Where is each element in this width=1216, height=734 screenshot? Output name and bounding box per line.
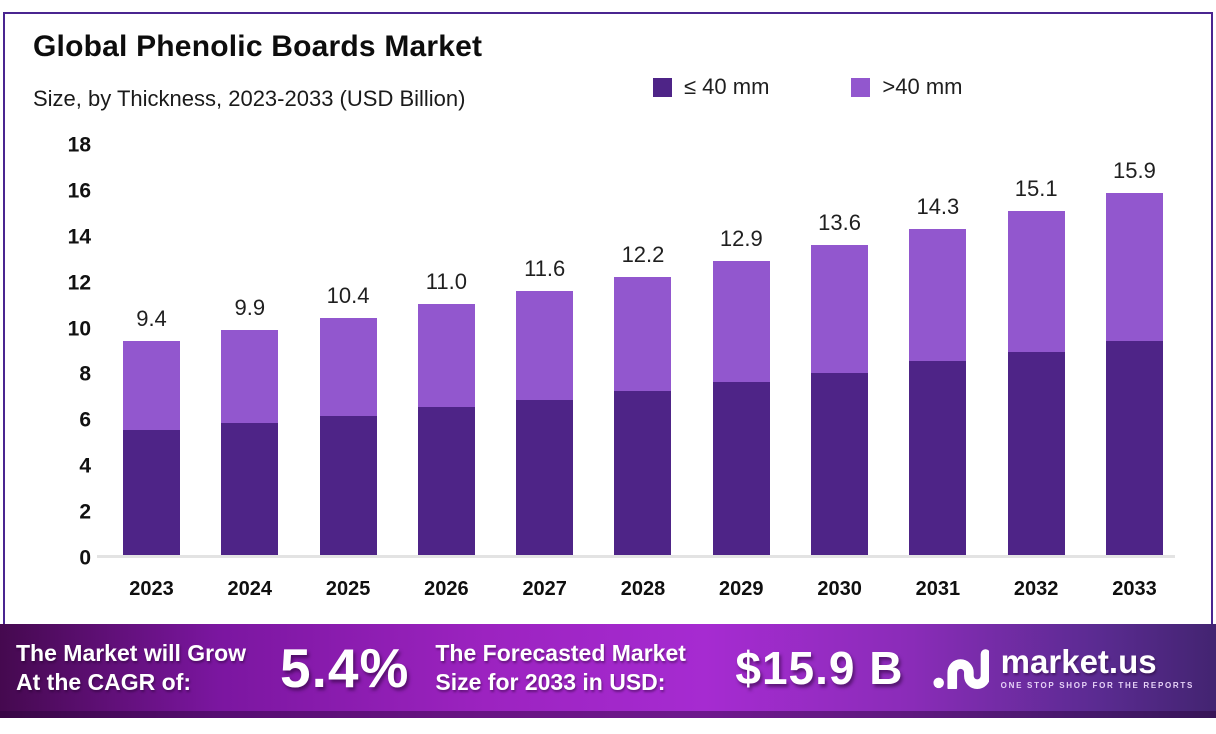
cagr-label: The Market will Grow At the CAGR of: xyxy=(16,639,280,695)
forecast-label-line1: The Forecasted Market xyxy=(435,640,686,667)
bar-segment-gt40mm xyxy=(1007,211,1065,353)
y-axis-tick-label: 4 xyxy=(79,454,91,478)
bar-column: 11.0 2026 xyxy=(417,145,475,600)
bar-segment-le40mm xyxy=(712,381,770,555)
bar-segment-le40mm xyxy=(614,391,672,555)
bar-value-label: 14.3 xyxy=(916,194,960,220)
bar-column: 9.4 2023 xyxy=(123,145,180,600)
bar-column: 11.6 2027 xyxy=(516,145,574,600)
bar-column: 12.9 2029 xyxy=(712,145,770,600)
x-axis-label: 2033 xyxy=(1112,578,1157,600)
bar-segment-gt40mm xyxy=(123,340,180,430)
bar-value-label: 9.4 xyxy=(136,305,167,331)
legend-item-gt40mm: >40 mm xyxy=(851,74,963,100)
bar-column: 14.3 2031 xyxy=(909,145,967,600)
x-axis-label: 2029 xyxy=(719,578,764,600)
bar-segment-le40mm xyxy=(1105,340,1163,555)
x-axis-label: 2026 xyxy=(424,578,469,600)
y-axis-tick-label: 14 xyxy=(67,225,91,249)
bar-segment-le40mm xyxy=(319,416,377,555)
legend-swatch-le40mm-icon xyxy=(653,77,672,97)
bar-segment-le40mm xyxy=(811,372,869,555)
bar-column: 9.9 2024 xyxy=(221,145,279,600)
x-axis-label: 2031 xyxy=(915,578,961,600)
bar-value-label: 15.1 xyxy=(1014,176,1058,202)
bar-segment-le40mm xyxy=(1007,352,1065,555)
forecast-label: The Forecasted Market Size for 2033 in U… xyxy=(435,639,735,695)
page-title: Global Phenolic Boards Market xyxy=(33,30,483,63)
bar-value-label: 12.9 xyxy=(719,226,763,252)
bar-segment-gt40mm xyxy=(909,229,967,362)
bar-segment-gt40mm xyxy=(614,277,672,391)
bar-column: 13.6 2030 xyxy=(811,145,869,600)
bar-column: 10.4 2025 xyxy=(319,145,377,600)
y-axis-tick-label: 0 xyxy=(79,546,91,570)
bar-segment-gt40mm xyxy=(221,329,279,423)
bar-value-label: 11.0 xyxy=(425,269,467,295)
y-axis-tick-label: 10 xyxy=(67,317,91,341)
logo-text-block: market.us ONE STOP SHOP FOR THE REPORTS xyxy=(1001,645,1194,690)
marketus-squiggle-icon xyxy=(933,648,989,689)
forecast-value: $15.9 B xyxy=(735,641,904,694)
y-axis-tick-label: 12 xyxy=(67,271,91,295)
bar-segment-le40mm xyxy=(417,406,475,555)
y-axis-tick-label: 6 xyxy=(79,408,91,432)
y-axis: 0 2 4 6 8 10 12 14 16 18 xyxy=(33,135,91,569)
x-axis-label: 2025 xyxy=(325,578,371,600)
bar-value-label: 9.9 xyxy=(234,294,266,320)
footer-banner-content: The Market will Grow At the CAGR of: 5.4… xyxy=(0,624,1216,711)
bar-value-label: 10.4 xyxy=(326,283,370,309)
logo-tagline: ONE STOP SHOP FOR THE REPORTS xyxy=(1000,681,1194,690)
bar-column: 12.2 2028 xyxy=(614,145,672,600)
legend-swatch-gt40mm-icon xyxy=(851,77,871,97)
bar-value-label: 12.2 xyxy=(621,242,665,268)
bar-column: 15.1 2032 xyxy=(1007,145,1065,600)
cagr-label-line2: At the CAGR of: xyxy=(16,668,192,695)
bar-segment-gt40mm xyxy=(319,318,377,417)
marketus-logo[interactable]: market.us ONE STOP SHOP FOR THE REPORTS xyxy=(933,645,1194,690)
x-axis-label: 2027 xyxy=(522,578,567,600)
y-axis-tick-label: 16 xyxy=(67,179,91,203)
bar-value-label: 13.6 xyxy=(818,210,861,236)
legend-item-le40mm: ≤ 40 mm xyxy=(653,74,769,100)
x-axis-label: 2032 xyxy=(1013,578,1059,600)
chart-frame: Global Phenolic Boards Market Size, by T… xyxy=(3,12,1213,624)
footer-banner: The Market will Grow At the CAGR of: 5.4… xyxy=(0,624,1216,718)
plot-area: 9.4 2023 9.9 2024 10.4 2025 11.0 2026 11.6 2027 12… xyxy=(97,145,1175,600)
legend-label: >40 mm xyxy=(882,74,963,99)
chart-legend: ≤ 40 mm >40 mm xyxy=(653,74,963,100)
logo-name: market.us xyxy=(1000,643,1157,680)
cagr-label-line1: The Market will Grow xyxy=(16,640,247,667)
x-axis-label: 2028 xyxy=(620,578,666,600)
bar-segment-gt40mm xyxy=(712,261,770,382)
bar-segment-gt40mm xyxy=(811,245,869,373)
page-subtitle: Size, by Thickness, 2023-2033 (USD Billi… xyxy=(33,86,466,111)
x-axis-label: 2030 xyxy=(817,578,862,600)
bar-value-label: 15.9 xyxy=(1113,157,1156,183)
bar-value-label: 11.6 xyxy=(524,255,566,281)
y-axis-tick-label: 8 xyxy=(79,362,91,386)
bar-segment-gt40mm xyxy=(417,304,475,407)
bar-column: 15.9 2033 xyxy=(1105,145,1163,600)
cagr-value: 5.4% xyxy=(280,636,410,699)
legend-label: ≤ 40 mm xyxy=(684,74,770,99)
bar-segment-gt40mm xyxy=(1105,192,1163,341)
y-axis-tick-label: 18 xyxy=(67,133,91,157)
bar-segment-gt40mm xyxy=(516,290,574,401)
bar-segment-le40mm xyxy=(123,429,180,555)
x-axis-label: 2023 xyxy=(129,578,174,600)
bar-segment-le40mm xyxy=(909,361,967,555)
bar-segment-le40mm xyxy=(516,400,574,555)
x-axis-label: 2024 xyxy=(227,578,273,600)
y-axis-tick-label: 2 xyxy=(79,500,91,524)
forecast-label-line2: Size for 2033 in USD: xyxy=(435,668,666,695)
bar-segment-le40mm xyxy=(221,422,279,555)
